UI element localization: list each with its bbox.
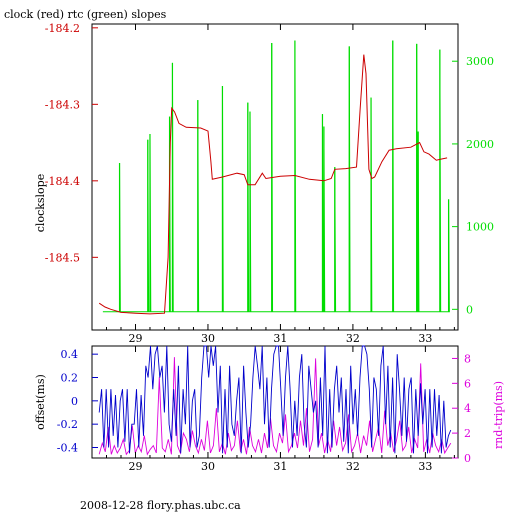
rtc-axis: 3000 2000 1000 0 (452, 55, 494, 316)
y-tick-label: -184.5 (45, 251, 80, 264)
y-tick-label: -184.2 (45, 22, 80, 35)
y-tick-label: 2 (464, 427, 471, 440)
roundtrip-axis: 8 6 4 2 0 (452, 352, 471, 465)
top-y-axis-label: clockslope (34, 174, 47, 232)
top-panel: -184.2 -184.3 -184.4 -184.5 3000 2000 1000 0 2… (34, 22, 494, 345)
y-tick-label: 0.2 (61, 372, 79, 385)
bottom-x-axis: 29 30 31 32 33 (105, 346, 455, 473)
offset-line (98, 345, 452, 454)
y-tick-label: 0 (71, 395, 78, 408)
rtc-line (102, 40, 450, 313)
x-tick-label: 30 (201, 332, 215, 345)
top-plot-frame (91, 23, 459, 331)
y-tick-label: 1000 (466, 221, 494, 234)
x-tick-label: 30 (201, 460, 215, 473)
y-tick-label: 3000 (466, 55, 494, 68)
y-tick-label: 0 (466, 303, 473, 316)
bottom-right-axis-label: rnd-trip(ms) (492, 381, 505, 449)
x-tick-label: 31 (273, 460, 287, 473)
y-tick-label: 4 (464, 402, 471, 415)
bottom-panel: 0.4 0.2 0 -0.2 -0.4 8 6 4 2 0 29 30 31 32 33 offset(… (34, 345, 505, 473)
offset-series (98, 345, 452, 454)
x-tick-label: 32 (346, 332, 360, 345)
clock-series (98, 54, 448, 315)
x-tick-label: 31 (273, 332, 287, 345)
y-tick-label: -184.3 (45, 98, 80, 111)
top-x-axis: 29 30 31 32 33 (105, 24, 455, 345)
clock-line (98, 54, 448, 315)
x-tick-label: 33 (418, 332, 432, 345)
y-tick-label: -0.2 (57, 418, 78, 431)
y-tick-label: -0.4 (57, 442, 78, 455)
footer-text: 2008-12-28 flory.phas.ubc.ca (80, 499, 241, 512)
y-tick-label: 0.4 (61, 348, 79, 361)
roundtrip-line (98, 357, 452, 456)
y-tick-label: 8 (464, 352, 471, 365)
y-tick-label: -184.4 (45, 175, 80, 188)
clockslope-axis: -184.2 -184.3 -184.4 -184.5 (45, 22, 98, 264)
chart-title: clock (red) rtc (green) slopes (4, 8, 167, 21)
roundtrip-series (98, 357, 452, 456)
x-tick-label: 29 (128, 460, 142, 473)
x-tick-label: 32 (346, 460, 360, 473)
x-tick-label: 33 (418, 460, 432, 473)
bottom-plot-frame (91, 345, 459, 459)
rtc-series (102, 40, 450, 313)
x-tick-label: 29 (128, 332, 142, 345)
y-tick-label: 6 (464, 377, 471, 390)
y-tick-label: 0 (464, 452, 471, 465)
y-tick-label: 2000 (466, 138, 494, 151)
bottom-y-axis-label: offset(ms) (34, 374, 47, 430)
offset-axis: 0.4 0.2 0 -0.2 -0.4 (57, 348, 98, 455)
